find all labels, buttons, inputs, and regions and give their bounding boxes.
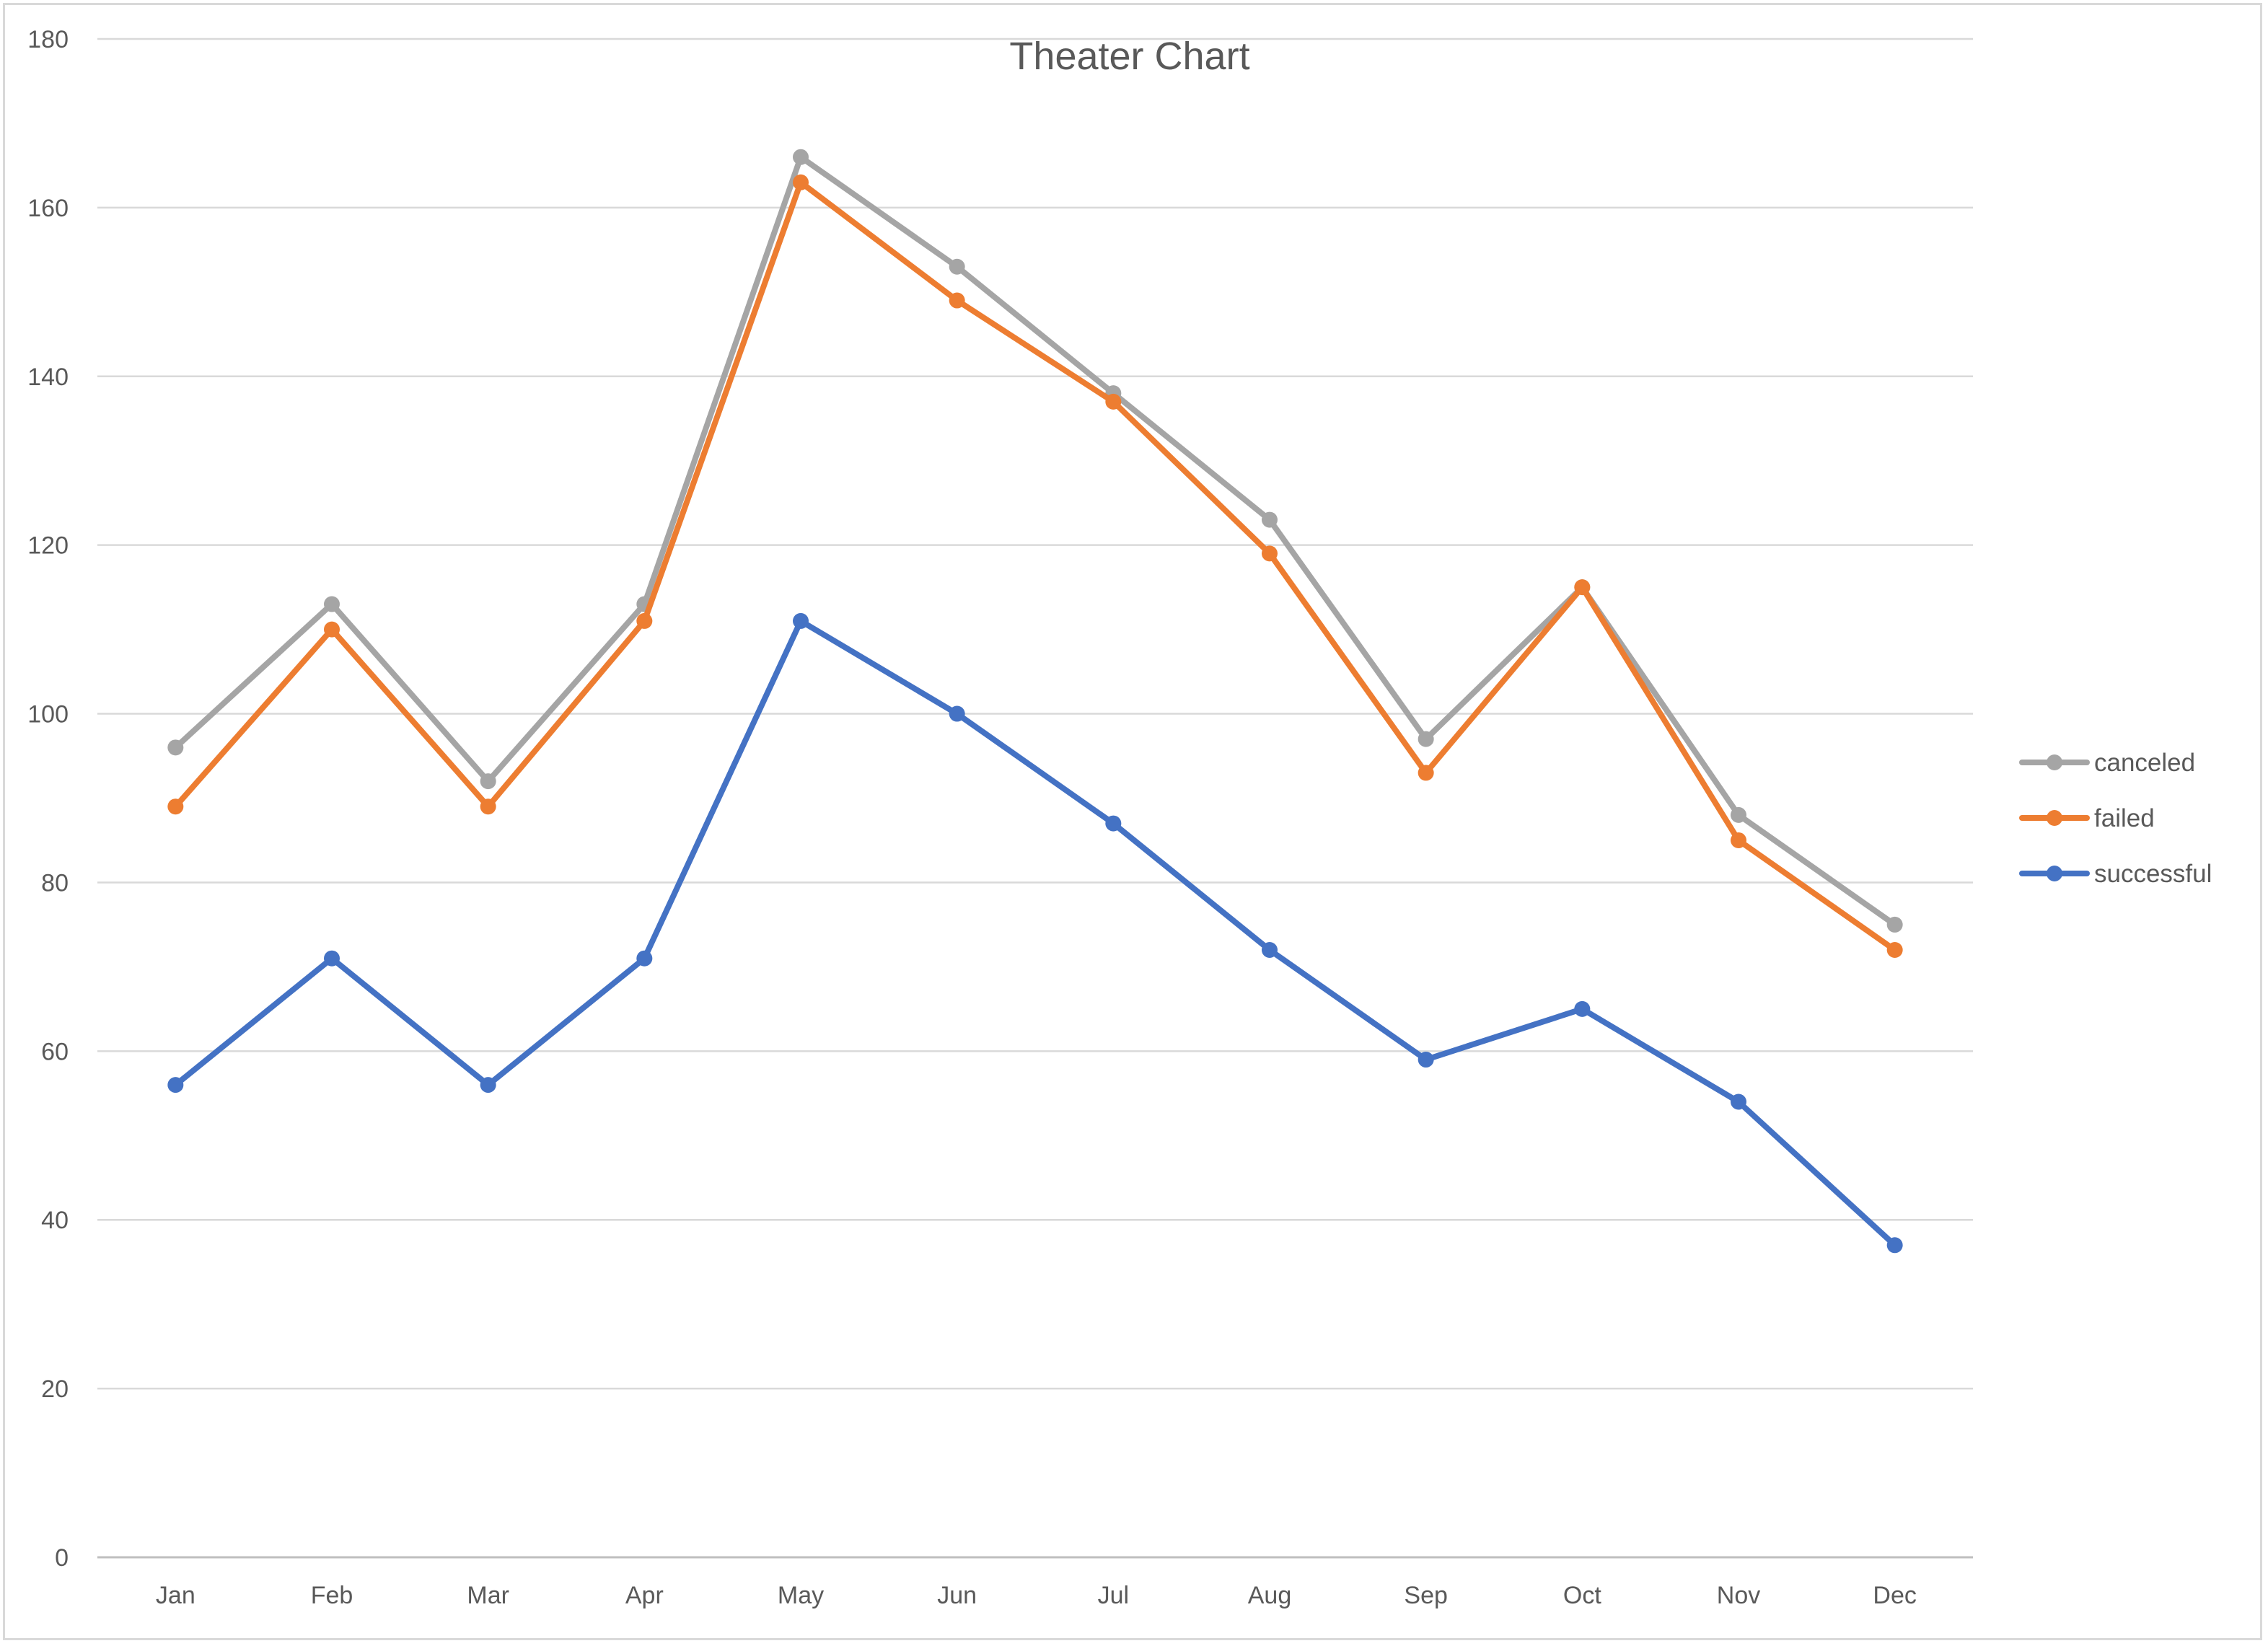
series-lines [167,149,1903,1254]
series-successful [167,612,1903,1254]
data-point-failed [1418,765,1434,781]
x-tick-label: Nov [1717,1582,1760,1609]
data-point-canceled [167,739,184,756]
series-canceled [167,149,1903,933]
data-point-failed [1886,942,1903,958]
y-tick-label: 180 [27,26,69,53]
y-tick-label: 40 [41,1207,69,1234]
x-tick-label: Oct [1563,1582,1601,1609]
data-point-canceled [1262,511,1278,528]
data-point-canceled [949,258,965,275]
data-point-successful [324,950,340,967]
data-point-successful [1262,942,1278,958]
data-point-failed [324,621,340,638]
legend-item-canceled: canceled [2019,749,2195,777]
data-point-failed [1105,393,1122,410]
x-tick-label: Dec [1873,1582,1916,1609]
legend-label-canceled: canceled [2094,749,2195,777]
series-line-successful [172,617,1898,1249]
data-point-successful [636,950,653,967]
legend-label-failed: failed [2094,804,2155,832]
x-tick-label: Jul [1098,1582,1129,1609]
gridlines [97,38,1973,1390]
data-point-failed [793,174,809,190]
chart-title: Theater Chart [1009,35,1249,78]
x-tick-label: Sep [1404,1582,1448,1609]
y-tick-label: 60 [41,1038,69,1065]
chart-frame [3,3,2262,1640]
x-tick-label: Mar [467,1582,509,1609]
legend-item-successful: successful [2019,860,2212,888]
axes: 0 20 40 60 80 100 120 140 160 180 Jan Feb Mar Apr May J… [27,26,1973,1609]
data-point-successful [1731,1093,1746,1110]
y-tick-label: 120 [27,532,69,560]
data-point-failed [1262,545,1278,562]
x-tick-label: May [778,1582,824,1609]
series-line-canceled [172,154,1898,928]
data-point-failed [949,292,965,309]
data-point-canceled [793,149,809,165]
y-tick-label: 160 [27,195,69,222]
data-point-failed [480,798,496,815]
data-point-successful [1574,1000,1591,1017]
data-point-successful [793,612,809,629]
data-point-successful [167,1077,184,1093]
data-point-canceled [1418,731,1434,747]
data-point-canceled [1731,806,1746,823]
data-point-failed [1731,832,1746,848]
legend-item-failed: failed [2019,804,2155,832]
y-tick-label: 0 [55,1544,69,1572]
data-point-canceled [324,596,340,612]
legend-marker-canceled [2047,754,2062,770]
x-tick-label: Apr [625,1582,664,1609]
data-point-successful [949,705,965,722]
x-tick-label: Aug [1248,1582,1292,1609]
data-point-canceled [480,773,496,790]
x-tick-label: Jan [156,1582,195,1609]
x-tick-label: Jun [937,1582,977,1609]
y-tick-label: 140 [27,364,69,391]
data-point-failed [167,798,184,815]
legend: canceled failed successful [2019,749,2212,888]
data-point-canceled [1886,916,1903,933]
series-failed [167,174,1903,958]
data-point-failed [1574,579,1591,596]
data-point-successful [1886,1237,1903,1254]
y-tick-label: 20 [41,1376,69,1403]
data-point-failed [636,612,653,629]
data-point-successful [480,1077,496,1093]
legend-marker-failed [2047,810,2062,826]
y-tick-label: 80 [41,869,69,897]
legend-label-successful: successful [2094,860,2212,888]
series-line-failed [172,179,1898,953]
y-tick-label: 100 [27,701,69,729]
data-point-successful [1105,815,1122,832]
data-point-successful [1418,1052,1434,1068]
x-tick-label: Feb [311,1582,353,1609]
legend-marker-successful [2047,866,2062,881]
